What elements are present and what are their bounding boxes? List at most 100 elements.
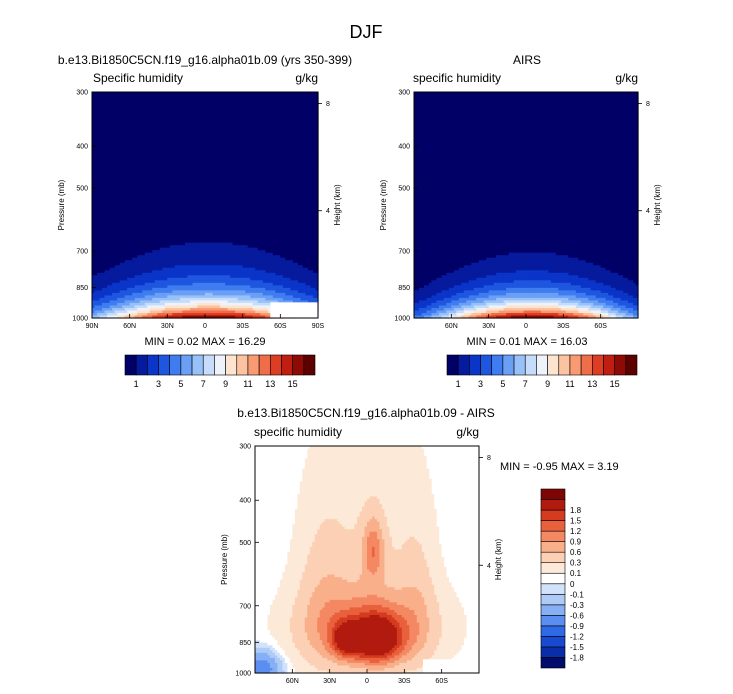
heatmap-cell bbox=[262, 149, 266, 153]
heatmap-cell bbox=[97, 142, 101, 146]
heatmap-cell bbox=[174, 164, 178, 168]
heatmap-cell bbox=[245, 124, 249, 128]
heatmap-cell bbox=[212, 112, 216, 116]
heatmap-cell bbox=[292, 154, 296, 158]
heatmap-cell bbox=[250, 194, 254, 199]
heatmap-cell bbox=[245, 94, 249, 98]
heatmap-cell bbox=[142, 139, 146, 143]
heatmap-cell bbox=[127, 134, 131, 138]
heatmap-cell bbox=[275, 112, 279, 116]
heatmap-cell bbox=[114, 154, 118, 158]
heatmap-cell bbox=[282, 154, 286, 158]
heatmap-cell bbox=[307, 154, 312, 158]
heatmap-cell bbox=[280, 137, 284, 141]
heatmap-cell bbox=[169, 147, 173, 151]
heatmap-cell bbox=[167, 169, 171, 173]
heatmap-cell bbox=[139, 152, 143, 156]
heatmap-cell bbox=[184, 157, 189, 161]
heatmap-cell bbox=[202, 172, 206, 176]
heatmap-cell bbox=[282, 117, 286, 121]
heatmap-cell bbox=[99, 164, 103, 168]
heatmap-cell bbox=[172, 184, 176, 189]
heatmap-cell bbox=[277, 177, 281, 181]
heatmap-cell bbox=[262, 147, 266, 151]
heatmap-cell bbox=[197, 147, 201, 151]
heatmap-cell bbox=[159, 119, 163, 123]
heatmap-cell bbox=[107, 197, 111, 201]
heatmap-cell bbox=[215, 182, 219, 186]
heatmap-cell bbox=[137, 107, 141, 111]
heatmap-cell bbox=[167, 127, 171, 131]
heatmap-cell bbox=[112, 127, 116, 131]
heatmap-cell bbox=[159, 94, 163, 98]
heatmap-cell bbox=[132, 122, 136, 126]
heatmap-cell bbox=[302, 94, 307, 98]
heatmap-cell bbox=[297, 169, 302, 173]
heatmap-cell bbox=[134, 129, 138, 133]
heatmap-cell bbox=[119, 199, 123, 204]
heatmap-cell bbox=[292, 174, 296, 178]
heatmap-cell bbox=[117, 104, 121, 108]
heatmap-cell bbox=[164, 157, 168, 161]
heatmap-cell bbox=[172, 157, 176, 161]
heatmap-cell bbox=[315, 182, 319, 186]
heatmap-cell bbox=[232, 162, 236, 166]
heatmap-cell bbox=[92, 152, 96, 156]
heatmap-cell bbox=[182, 92, 186, 96]
heatmap-cell bbox=[305, 159, 309, 163]
heatmap-cell bbox=[210, 112, 214, 116]
heatmap-cell bbox=[184, 192, 189, 196]
heatmap-cell bbox=[230, 132, 234, 136]
heatmap-cell bbox=[97, 104, 101, 108]
heatmap-cell bbox=[109, 124, 113, 128]
heatmap-cell bbox=[222, 127, 226, 131]
heatmap-cell bbox=[255, 129, 259, 133]
heatmap-cell bbox=[315, 147, 319, 151]
heatmap-cell bbox=[99, 159, 103, 163]
heatmap-cell bbox=[277, 179, 281, 183]
heatmap-cell bbox=[300, 122, 304, 126]
heatmap-cell bbox=[252, 102, 256, 106]
heatmap-cell bbox=[255, 117, 259, 121]
heatmap-cell bbox=[285, 159, 289, 163]
heatmap-cell bbox=[235, 92, 239, 96]
heatmap-cell bbox=[94, 174, 98, 178]
heatmap-cell bbox=[124, 189, 128, 194]
heatmap-cell bbox=[295, 169, 299, 173]
heatmap-cell bbox=[127, 172, 131, 176]
heatmap-cell bbox=[129, 112, 133, 116]
heatmap-cell bbox=[124, 154, 128, 158]
heatmap-cell bbox=[117, 109, 121, 113]
heatmap-cell bbox=[182, 162, 186, 166]
heatmap-cell bbox=[242, 182, 246, 186]
heatmap-cell bbox=[247, 172, 251, 176]
heatmap-cell bbox=[315, 134, 319, 138]
heatmap-cell bbox=[307, 102, 312, 106]
heatmap-cell bbox=[117, 159, 121, 163]
heatmap-cell bbox=[252, 114, 256, 118]
heatmap-cell bbox=[312, 107, 317, 111]
heatmap-cell bbox=[245, 162, 249, 166]
heatmap-cell bbox=[212, 172, 216, 176]
heatmap-cell bbox=[255, 102, 259, 106]
heatmap-cell bbox=[134, 174, 138, 178]
heatmap-cell bbox=[270, 194, 274, 199]
heatmap-cell bbox=[139, 182, 143, 186]
heatmap-cell bbox=[117, 162, 121, 166]
heatmap-cell bbox=[94, 92, 98, 96]
heatmap-cell bbox=[205, 172, 209, 176]
heatmap-cell bbox=[282, 184, 286, 189]
heatmap-cell bbox=[159, 202, 163, 206]
heatmap-cell bbox=[280, 159, 284, 163]
heatmap-cell bbox=[144, 174, 148, 178]
heatmap-cell bbox=[300, 99, 304, 103]
heatmap-cell bbox=[172, 139, 176, 143]
heatmap-cell bbox=[99, 114, 103, 118]
heatmap-cell bbox=[302, 144, 307, 148]
heatmap-cell bbox=[129, 149, 133, 153]
heatmap-cell bbox=[217, 114, 221, 118]
heatmap-cell bbox=[182, 129, 186, 133]
heatmap-cell bbox=[142, 162, 146, 166]
heatmap-cell bbox=[192, 104, 196, 108]
heatmap-cell bbox=[122, 169, 126, 173]
